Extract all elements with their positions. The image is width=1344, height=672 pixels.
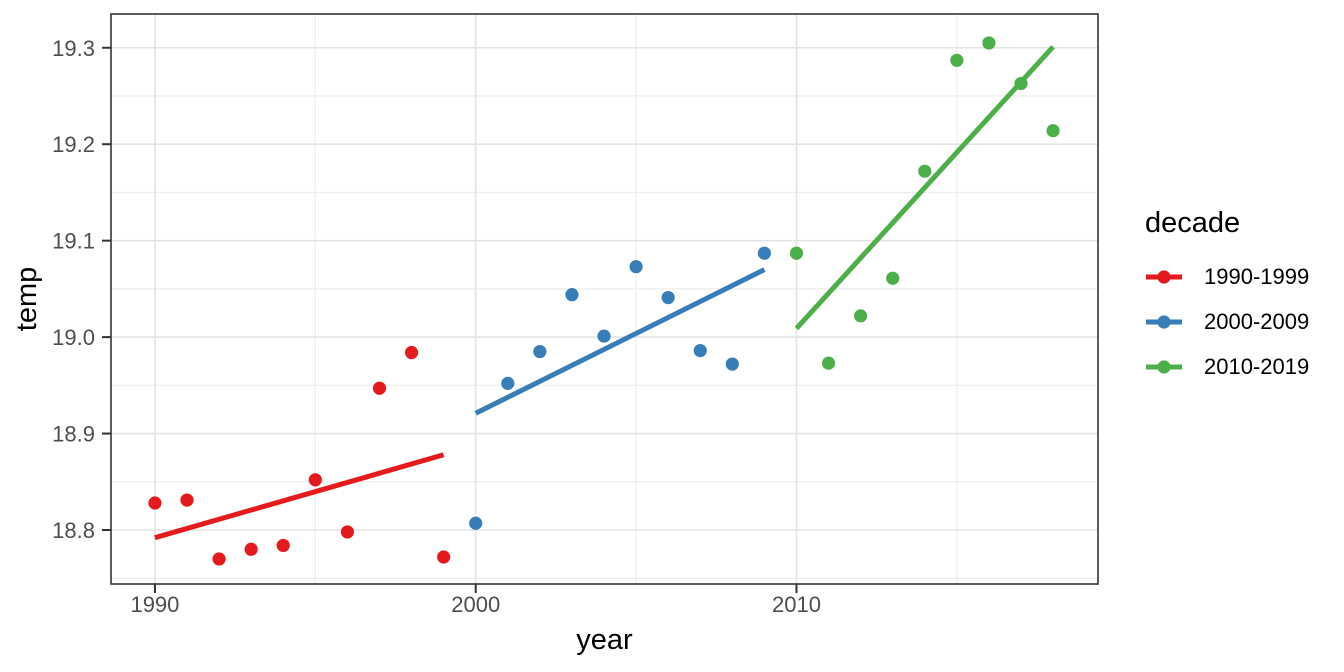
grid-minor <box>111 14 1098 584</box>
data-point <box>886 271 900 285</box>
legend-item-2000-2009: 2000-2009 <box>1145 307 1309 337</box>
legend-key-dot <box>1157 360 1171 374</box>
points-2000-2009 <box>469 246 772 530</box>
x-tick-label: 1990 <box>130 592 179 617</box>
legend-item-2010-2019: 2010-2019 <box>1145 352 1309 382</box>
data-point <box>854 309 868 323</box>
legend-item-label: 1990-1999 <box>1204 264 1310 289</box>
trend-line-2000-2009 <box>474 267 766 416</box>
y-tick-label: 19.3 <box>52 36 95 61</box>
y-tick-label: 18.9 <box>52 422 95 447</box>
panel-border <box>110 13 1099 585</box>
data-point <box>404 345 419 360</box>
legend-key-dot <box>1157 315 1171 329</box>
axis-ticks <box>102 46 798 593</box>
trend-line-1990-1999 <box>154 452 445 541</box>
legend-title: decade <box>1145 207 1241 239</box>
legend-item-label: 2010-2019 <box>1204 354 1310 379</box>
data-point <box>276 538 290 553</box>
plot-panel <box>111 14 1098 584</box>
data-point <box>597 329 611 343</box>
legend-key-line-dot-icon <box>1146 270 1182 284</box>
x-tick-label: 2000 <box>451 592 500 617</box>
data-point <box>212 552 226 566</box>
y-tick-label: 18.8 <box>52 518 95 543</box>
grid-major <box>111 14 1098 584</box>
data-point <box>918 164 932 178</box>
legend-key-line-dot-icon <box>1146 360 1182 374</box>
data-point <box>982 36 996 50</box>
y-tick-label: 19.2 <box>52 132 95 157</box>
data-point <box>950 53 964 67</box>
data-point <box>180 493 194 507</box>
legend-key-line-dot-icon <box>1146 315 1182 329</box>
legend-item-label: 2000-2009 <box>1204 309 1310 334</box>
data-point <box>533 344 547 359</box>
data-point <box>372 381 387 395</box>
data-point <box>821 356 836 370</box>
data-point <box>437 550 451 564</box>
legend-key-dot <box>1157 270 1171 284</box>
data-point <box>1046 124 1060 138</box>
y-axis-title: temp <box>11 267 43 331</box>
data-point <box>629 260 643 274</box>
data-point <box>501 376 515 390</box>
points-1990-1999 <box>148 345 451 566</box>
data-point <box>469 516 483 530</box>
y-tick-label: 19.0 <box>52 325 95 350</box>
legend-item-1990-1999: 1990-1999 <box>1145 262 1309 292</box>
y-tick-label: 19.1 <box>52 229 95 254</box>
data-point <box>308 473 322 487</box>
data-point <box>244 542 258 556</box>
trend-line-2010-2019 <box>794 45 1055 331</box>
data-point <box>693 343 707 358</box>
data-point <box>789 246 804 260</box>
data-point <box>148 496 162 510</box>
data-point <box>565 288 579 302</box>
x-axis-title: year <box>576 624 633 656</box>
data-point <box>340 525 355 539</box>
x-tick-label: 2010 <box>772 592 821 617</box>
data-point <box>725 357 739 371</box>
data-point <box>661 290 675 305</box>
data-point <box>757 246 772 260</box>
legend: decade 1990-1999 2000-2009 2010-2019 <box>1145 206 1309 397</box>
